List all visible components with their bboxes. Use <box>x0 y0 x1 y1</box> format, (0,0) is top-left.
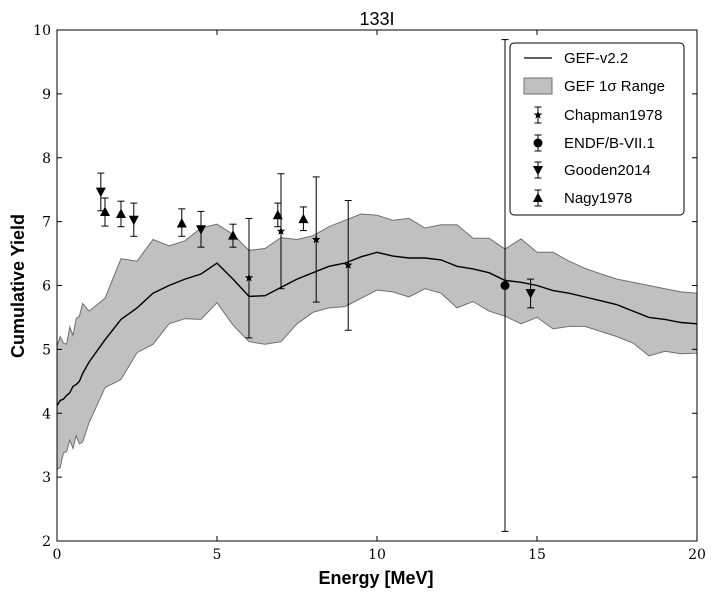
legend-label-nagy: Nagy1978 <box>564 190 632 207</box>
data-point-chapman1978 <box>276 226 286 235</box>
x-tick-label: 20 <box>688 547 706 563</box>
x-axis-title: Energy [MeV] <box>318 568 433 588</box>
data-point-endf-b-vii-1 <box>500 281 510 290</box>
legend-marker-gooden2014 <box>533 166 543 176</box>
legend-label-gooden: Gooden2014 <box>564 162 651 179</box>
legend-marker-nagy1978 <box>533 192 543 202</box>
y-tick-label: 9 <box>42 87 51 103</box>
legend-marker-chapman1978 <box>533 110 543 119</box>
legend-box <box>509 42 685 216</box>
y-axis-title: Cumulative Yield <box>8 214 28 358</box>
y-tick-label: 5 <box>42 342 51 358</box>
y-tick-label: 10 <box>33 23 51 39</box>
data-point-nagy1978 <box>100 206 110 217</box>
legend-markers <box>533 106 543 207</box>
y-tick-label: 8 <box>42 151 51 167</box>
legend-label-chapman: Chapman1978 <box>564 107 662 124</box>
legend: GEF-v2.2 GEF 1σ Range Chapman1978 ENDF/B… <box>509 42 685 216</box>
y-tick-label: 7 <box>42 215 51 231</box>
x-tick-labels: 0 5 10 15 20 <box>53 547 706 563</box>
y-tick-label: 4 <box>42 406 51 422</box>
data-point-nagy1978 <box>298 213 309 224</box>
legend-label-endf: ENDF/B-VII.1 <box>564 135 655 152</box>
data-point-gooden2014 <box>128 215 139 226</box>
data-point-nagy1978 <box>116 208 126 218</box>
chart-title: 133I <box>359 9 394 29</box>
x-tick-label: 5 <box>213 547 222 563</box>
gef-line <box>56 251 698 406</box>
data-point-chapman1978 <box>343 260 353 269</box>
y-tick-label: 6 <box>42 279 51 295</box>
data-point-gooden2014 <box>95 187 106 198</box>
data-point-chapman1978 <box>311 235 321 244</box>
legend-marker-endf-b-vii-1 <box>533 138 543 148</box>
y-tick-label: 3 <box>42 470 51 486</box>
x-tick-label: 10 <box>368 547 386 563</box>
data-point-chapman1978 <box>244 273 254 282</box>
data-point-gooden2014 <box>525 289 536 299</box>
data-point-nagy1978 <box>176 218 187 228</box>
data-point-gooden2014 <box>196 225 206 235</box>
y-tick-label: 2 <box>42 534 51 550</box>
legend-label-gef-line: GEF-v2.2 <box>564 50 628 67</box>
gef-line-layer <box>56 251 698 406</box>
series-chapman1978 <box>244 173 353 339</box>
data-point-nagy1978 <box>272 209 283 220</box>
x-tick-label: 15 <box>528 547 546 563</box>
series-endf-b-vii-1 <box>500 39 510 532</box>
axis-ticks <box>56 29 698 542</box>
legend-label-gef-band: GEF 1σ Range <box>564 78 665 95</box>
x-tick-label: 0 <box>53 547 62 563</box>
legend-band-swatch <box>523 77 553 95</box>
series-gooden2014 <box>95 172 536 309</box>
series-nagy1978 <box>100 197 309 248</box>
data-point-nagy1978 <box>228 230 238 240</box>
y-tick-labels: 2 3 4 5 6 7 8 9 10 <box>33 23 51 550</box>
experimental-series-layer <box>95 39 536 532</box>
